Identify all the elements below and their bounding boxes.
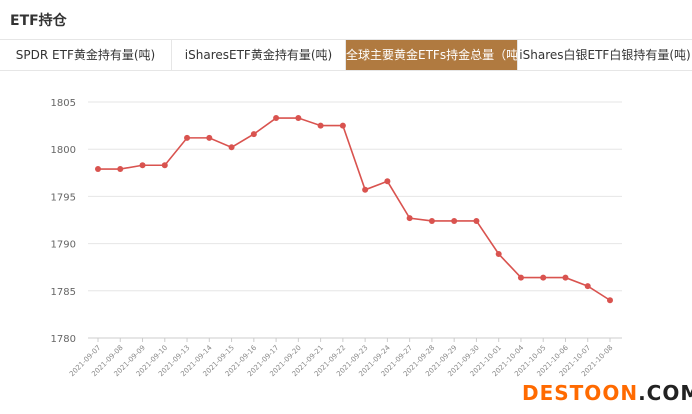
data-point: [317, 122, 324, 129]
watermark-logo: DESTOON.COM: [522, 381, 692, 405]
y-tick-label: 1795: [51, 192, 76, 203]
data-point: [451, 217, 458, 224]
data-point: [95, 166, 101, 173]
tab-bar: SPDR ETF黄金持有量(吨) iSharesETF黄金持有量(吨) 全球主要…: [0, 39, 692, 71]
y-tick-label: 1805: [51, 98, 76, 109]
watermark-part2: .COM: [638, 381, 692, 405]
data-point: [495, 250, 502, 257]
line-chart: 1780178517901795180018052021-09-072021-0…: [51, 98, 622, 378]
tab-global-gold-etfs[interactable]: 全球主要黄金ETFs持金总量（吨）: [346, 40, 518, 70]
data-point: [184, 134, 191, 141]
data-point: [295, 115, 302, 122]
section-header: ETF持仓: [0, 0, 692, 36]
data-point: [428, 217, 435, 224]
tab-spdr-gold[interactable]: SPDR ETF黄金持有量(吨): [0, 40, 172, 70]
data-point: [562, 274, 569, 281]
tab-ishares-silver[interactable]: iShares白银ETF白银持有量(吨): [519, 48, 691, 62]
tab-ishares-gold[interactable]: iSharesETF黄金持有量(吨): [172, 40, 346, 70]
data-point: [406, 215, 413, 222]
data-point: [273, 115, 280, 122]
data-point: [139, 162, 146, 169]
y-tick-label: 1780: [51, 334, 76, 345]
watermark-part1: DESTOON: [522, 381, 639, 405]
data-point: [473, 217, 480, 224]
data-point: [228, 144, 235, 151]
series-line: [98, 117, 611, 301]
data-point: [584, 283, 591, 290]
data-point: [250, 131, 257, 138]
data-point: [384, 178, 391, 185]
data-point: [339, 122, 346, 129]
y-tick-label: 1785: [51, 287, 76, 298]
data-point: [540, 274, 547, 281]
section-title: ETF持仓: [10, 13, 67, 29]
y-tick-label: 1790: [51, 240, 76, 251]
data-point: [161, 162, 168, 169]
data-point: [206, 134, 213, 141]
data-point: [362, 186, 369, 193]
data-point: [607, 297, 613, 304]
y-tick-label: 1800: [51, 145, 76, 156]
data-point: [517, 274, 524, 281]
data-point: [117, 166, 124, 173]
